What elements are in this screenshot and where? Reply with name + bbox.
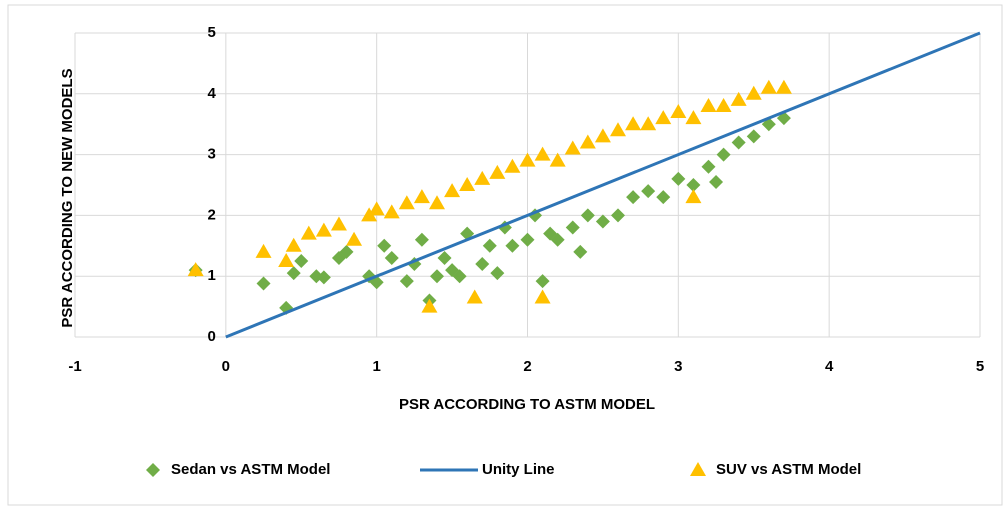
point xyxy=(339,244,354,259)
legend-label: SUV vs ASTM Model xyxy=(716,461,861,478)
point xyxy=(709,174,724,189)
point xyxy=(611,208,625,223)
point xyxy=(286,266,301,281)
point xyxy=(482,238,497,253)
y-tick-label: 1 xyxy=(207,267,215,284)
point xyxy=(564,140,581,155)
point xyxy=(368,201,385,216)
point xyxy=(610,122,626,137)
point xyxy=(730,91,747,106)
y-tick-label: 4 xyxy=(207,85,216,102)
point xyxy=(626,190,641,205)
y-axis-title: PSR ACCORDING TO NEW MODELS xyxy=(59,68,76,327)
point xyxy=(398,195,415,210)
legend-marker xyxy=(146,463,160,477)
point xyxy=(361,207,378,222)
point xyxy=(330,216,347,231)
point xyxy=(671,171,686,186)
point xyxy=(383,204,400,219)
x-tick-label: 3 xyxy=(674,358,682,375)
point xyxy=(504,158,521,173)
point xyxy=(475,257,490,272)
point xyxy=(701,159,716,174)
point xyxy=(746,129,761,144)
point xyxy=(775,79,792,94)
y-tick-label: 5 xyxy=(207,24,215,41)
point xyxy=(346,231,363,246)
point xyxy=(594,128,611,143)
point xyxy=(255,243,272,258)
x-axis-title: PSR ACCORDING TO ASTM MODEL xyxy=(399,396,655,413)
point xyxy=(429,195,445,210)
x-tick-label: 0 xyxy=(222,358,230,375)
point xyxy=(315,222,332,237)
legend-marker xyxy=(690,462,706,476)
point xyxy=(489,164,506,179)
point xyxy=(565,220,580,235)
point xyxy=(520,232,535,247)
point xyxy=(505,238,520,253)
x-tick-label: 4 xyxy=(825,358,834,375)
point xyxy=(474,170,491,185)
point xyxy=(670,104,687,119)
point xyxy=(414,232,429,247)
point xyxy=(580,208,595,223)
point xyxy=(490,266,505,281)
point xyxy=(384,250,399,265)
point xyxy=(316,270,331,285)
point xyxy=(716,147,731,162)
point xyxy=(640,116,657,131)
point xyxy=(413,189,430,204)
point xyxy=(550,232,565,247)
point xyxy=(430,269,444,284)
point xyxy=(294,254,309,268)
point xyxy=(641,184,656,199)
x-tick-label: 1 xyxy=(372,358,380,375)
point xyxy=(595,214,610,229)
point xyxy=(745,85,762,100)
y-tick-label: 2 xyxy=(207,206,215,223)
y-tick-label: 0 xyxy=(207,328,215,345)
point xyxy=(187,262,204,277)
point xyxy=(700,97,717,112)
point xyxy=(452,269,467,284)
point xyxy=(421,298,438,313)
point xyxy=(685,110,702,125)
x-tick-label: 2 xyxy=(523,358,531,375)
chart-border xyxy=(7,4,1003,506)
point xyxy=(760,79,777,94)
point xyxy=(437,250,452,265)
point xyxy=(444,183,461,198)
point xyxy=(573,244,588,259)
point xyxy=(656,190,671,205)
point xyxy=(549,152,566,167)
legend-label: Unity Line xyxy=(482,461,555,478)
point xyxy=(715,97,732,112)
point xyxy=(519,152,536,167)
legend-label: Sedan vs ASTM Model xyxy=(171,461,330,478)
x-tick-label: 5 xyxy=(976,358,984,375)
point xyxy=(466,289,483,304)
unity-line xyxy=(225,31,981,339)
point xyxy=(686,178,701,192)
point xyxy=(256,276,271,291)
point xyxy=(685,189,702,204)
point xyxy=(625,116,642,131)
point xyxy=(285,237,302,252)
point xyxy=(300,225,317,240)
point xyxy=(399,274,414,289)
point xyxy=(278,253,295,267)
point xyxy=(579,134,596,149)
point xyxy=(534,146,551,161)
point xyxy=(459,177,476,191)
point xyxy=(377,238,392,253)
point xyxy=(655,110,672,125)
point xyxy=(535,274,550,289)
point xyxy=(534,289,551,304)
x-tick-label: -1 xyxy=(68,358,81,375)
point xyxy=(731,135,746,150)
y-tick-label: 3 xyxy=(207,146,215,163)
